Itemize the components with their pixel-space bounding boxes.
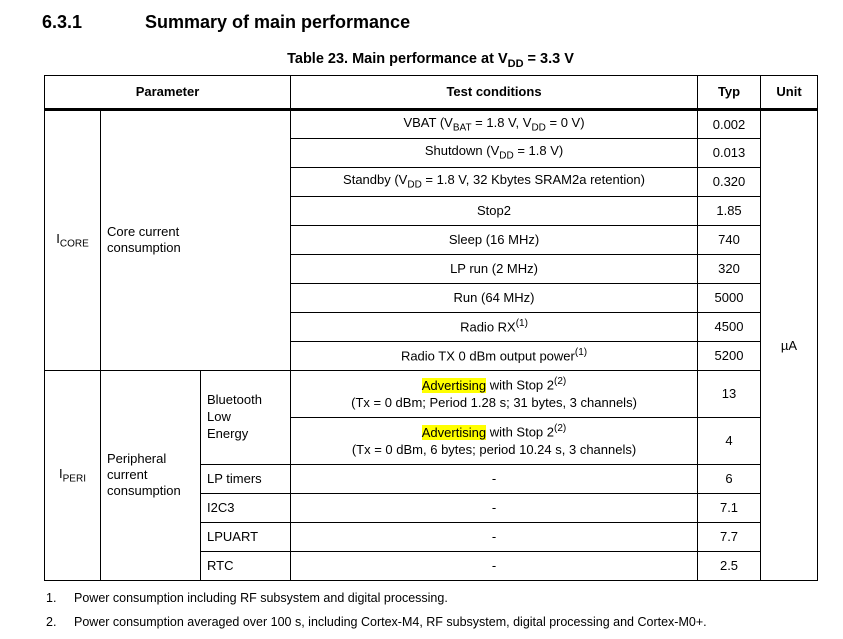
param-symbol-icore: ICORE [44, 108, 101, 371]
typ-value-cell: 13 [697, 369, 762, 418]
param-label-core: Core current consumption [99, 108, 292, 371]
test-condition-cell: Radio TX 0 dBm output power(1) [290, 340, 699, 371]
symbol-letter: I [56, 230, 60, 246]
typ-value-cell: 5000 [697, 282, 762, 313]
caption-subscript: DD [507, 57, 524, 70]
subparam-cell: LP timers [199, 463, 292, 494]
table-row: Standby (VDD = 1.8 V, 32 Kbytes SRAM2a r… [45, 166, 818, 197]
typ-value-cell: 7.7 [697, 521, 762, 552]
footnote: 2. Power consumption averaged over 100 s… [46, 615, 843, 630]
col-header-test-conditions: Test conditions [290, 74, 699, 111]
typ-value-cell: 7.1 [697, 492, 762, 523]
typ-value-cell: 0.002 [697, 108, 762, 139]
symbol-subscript: CORE [59, 238, 89, 250]
param-label-text: Core current consumption [107, 223, 181, 256]
footnote-ref: (2) [554, 376, 567, 388]
subparam-cell: LPUART [199, 521, 292, 552]
test-condition-cell: Sleep (16 MHz) [290, 224, 699, 255]
table-row: LPUART - 7.7 [45, 521, 818, 552]
test-condition-cell: Run (64 MHz) [290, 282, 699, 313]
col-header-typ: Typ [697, 74, 762, 111]
section-number: 6.3.1 [42, 12, 83, 32]
test-condition-cell: VBAT (VBAT = 1.8 V, VDD = 0 V) [290, 108, 699, 139]
typ-value-cell: 4 [697, 416, 762, 465]
footnote-text: Power consumption averaged over 100 s, i… [74, 614, 707, 629]
table-row: I2C3 - 7.1 [45, 492, 818, 523]
condition-line-2: (Tx = 0 dBm, 6 bytes; period 10.24 s, 3 … [351, 442, 637, 458]
subparam-cell: I2C3 [199, 492, 292, 523]
symbol-subscript: PERI [62, 473, 86, 485]
search-highlight: Advertising [421, 424, 487, 440]
typ-value-cell: 6 [697, 463, 762, 494]
condition-line-1: Advertising with Stop 2(2) [421, 423, 567, 440]
condition-line-2: (Tx = 0 dBm; Period 1.28 s; 31 bytes, 3 … [351, 395, 637, 411]
typ-value-cell: 2.5 [697, 550, 762, 581]
typ-value-cell: 740 [697, 224, 762, 255]
datasheet-page: 6.3.1 Summary of main performance Table … [0, 12, 843, 639]
performance-table: Parameter Test conditions Typ Unit ICORE… [43, 74, 819, 581]
param-label-text: Peripheral current consumption [107, 450, 181, 499]
typ-value-cell: 1.85 [697, 195, 762, 226]
footnote-marker: 2. [46, 614, 57, 629]
col-header-parameter: Parameter [43, 74, 292, 111]
footnote-ref: (1) [574, 347, 588, 359]
test-condition-cell: - [290, 463, 699, 494]
table-row: LP timers - 6 [45, 463, 818, 494]
table-header-row: Parameter Test conditions Typ Unit [43, 74, 819, 111]
table-row: Radio TX 0 dBm output power(1) 5200 [45, 340, 818, 371]
typ-value-cell: 0.320 [697, 166, 762, 197]
table-row: Advertising with Stop 2(2) (Tx = 0 dBm, … [45, 416, 818, 465]
typ-value-cell: 5200 [697, 340, 762, 371]
typ-value-cell: 320 [697, 253, 762, 284]
table-row: RTC - 2.5 [45, 550, 818, 581]
subparam-label-text: Bluetooth Low Energy [207, 391, 262, 441]
condition-line-1: Advertising with Stop 2(2) [421, 376, 567, 393]
unit-cell: µA [760, 108, 819, 581]
typ-value-cell: 4500 [697, 311, 762, 342]
footnote-text: Power consumption including RF subsystem… [74, 590, 448, 605]
symbol-letter: I [59, 465, 63, 481]
section-heading: 6.3.1 Summary of main performance [42, 12, 843, 33]
table-row: ICORE Core current consumption VBAT (VBA… [44, 108, 819, 581]
subparam-ble: Bluetooth Low Energy [199, 369, 292, 465]
footnote-ref: (1) [515, 318, 528, 330]
table-row: LP run (2 MHz) 320 [45, 253, 818, 284]
test-condition-cell: Advertising with Stop 2(2) (Tx = 0 dBm, … [290, 416, 699, 465]
typ-value-cell: 0.013 [697, 137, 762, 168]
test-condition-cell: Shutdown (VDD = 1.8 V) [290, 137, 699, 168]
search-highlight: Advertising [421, 377, 487, 393]
test-condition-cell: - [290, 492, 699, 523]
subparam-cell: RTC [199, 550, 292, 581]
table-row: IPERI Peripheral current consumption Blu… [44, 369, 818, 581]
test-condition-cell: LP run (2 MHz) [290, 253, 699, 284]
col-header-unit: Unit [760, 74, 819, 111]
caption-text-1: Table 23. Main performance at V [287, 50, 508, 67]
param-symbol-iperi: IPERI [44, 369, 101, 581]
caption-text-2: = 3.3 V [523, 50, 574, 67]
footnote: 1. Power consumption including RF subsys… [46, 591, 843, 606]
footnote-marker: 1. [46, 590, 57, 605]
test-condition-cell: - [290, 521, 699, 552]
test-condition-cell: Advertising with Stop 2(2) (Tx = 0 dBm; … [290, 369, 699, 418]
test-condition-cell: Radio RX(1) [290, 311, 699, 342]
test-condition-cell: Standby (VDD = 1.8 V, 32 Kbytes SRAM2a r… [290, 166, 699, 197]
table-row: Stop2 1.85 [45, 195, 818, 226]
test-condition-cell: Stop2 [290, 195, 699, 226]
table-caption: Table 23. Main performance at VDD = 3.3 … [44, 51, 817, 70]
table-row: Run (64 MHz) 5000 [45, 282, 818, 313]
footnote-ref: (2) [554, 423, 567, 435]
test-condition-cell: - [290, 550, 699, 581]
section-title: Summary of main performance [145, 12, 411, 32]
param-label-peripheral: Peripheral current consumption [100, 369, 201, 581]
footnotes: 1. Power consumption including RF subsys… [46, 591, 843, 630]
table-row: Shutdown (VDD = 1.8 V) 0.013 [45, 137, 818, 168]
